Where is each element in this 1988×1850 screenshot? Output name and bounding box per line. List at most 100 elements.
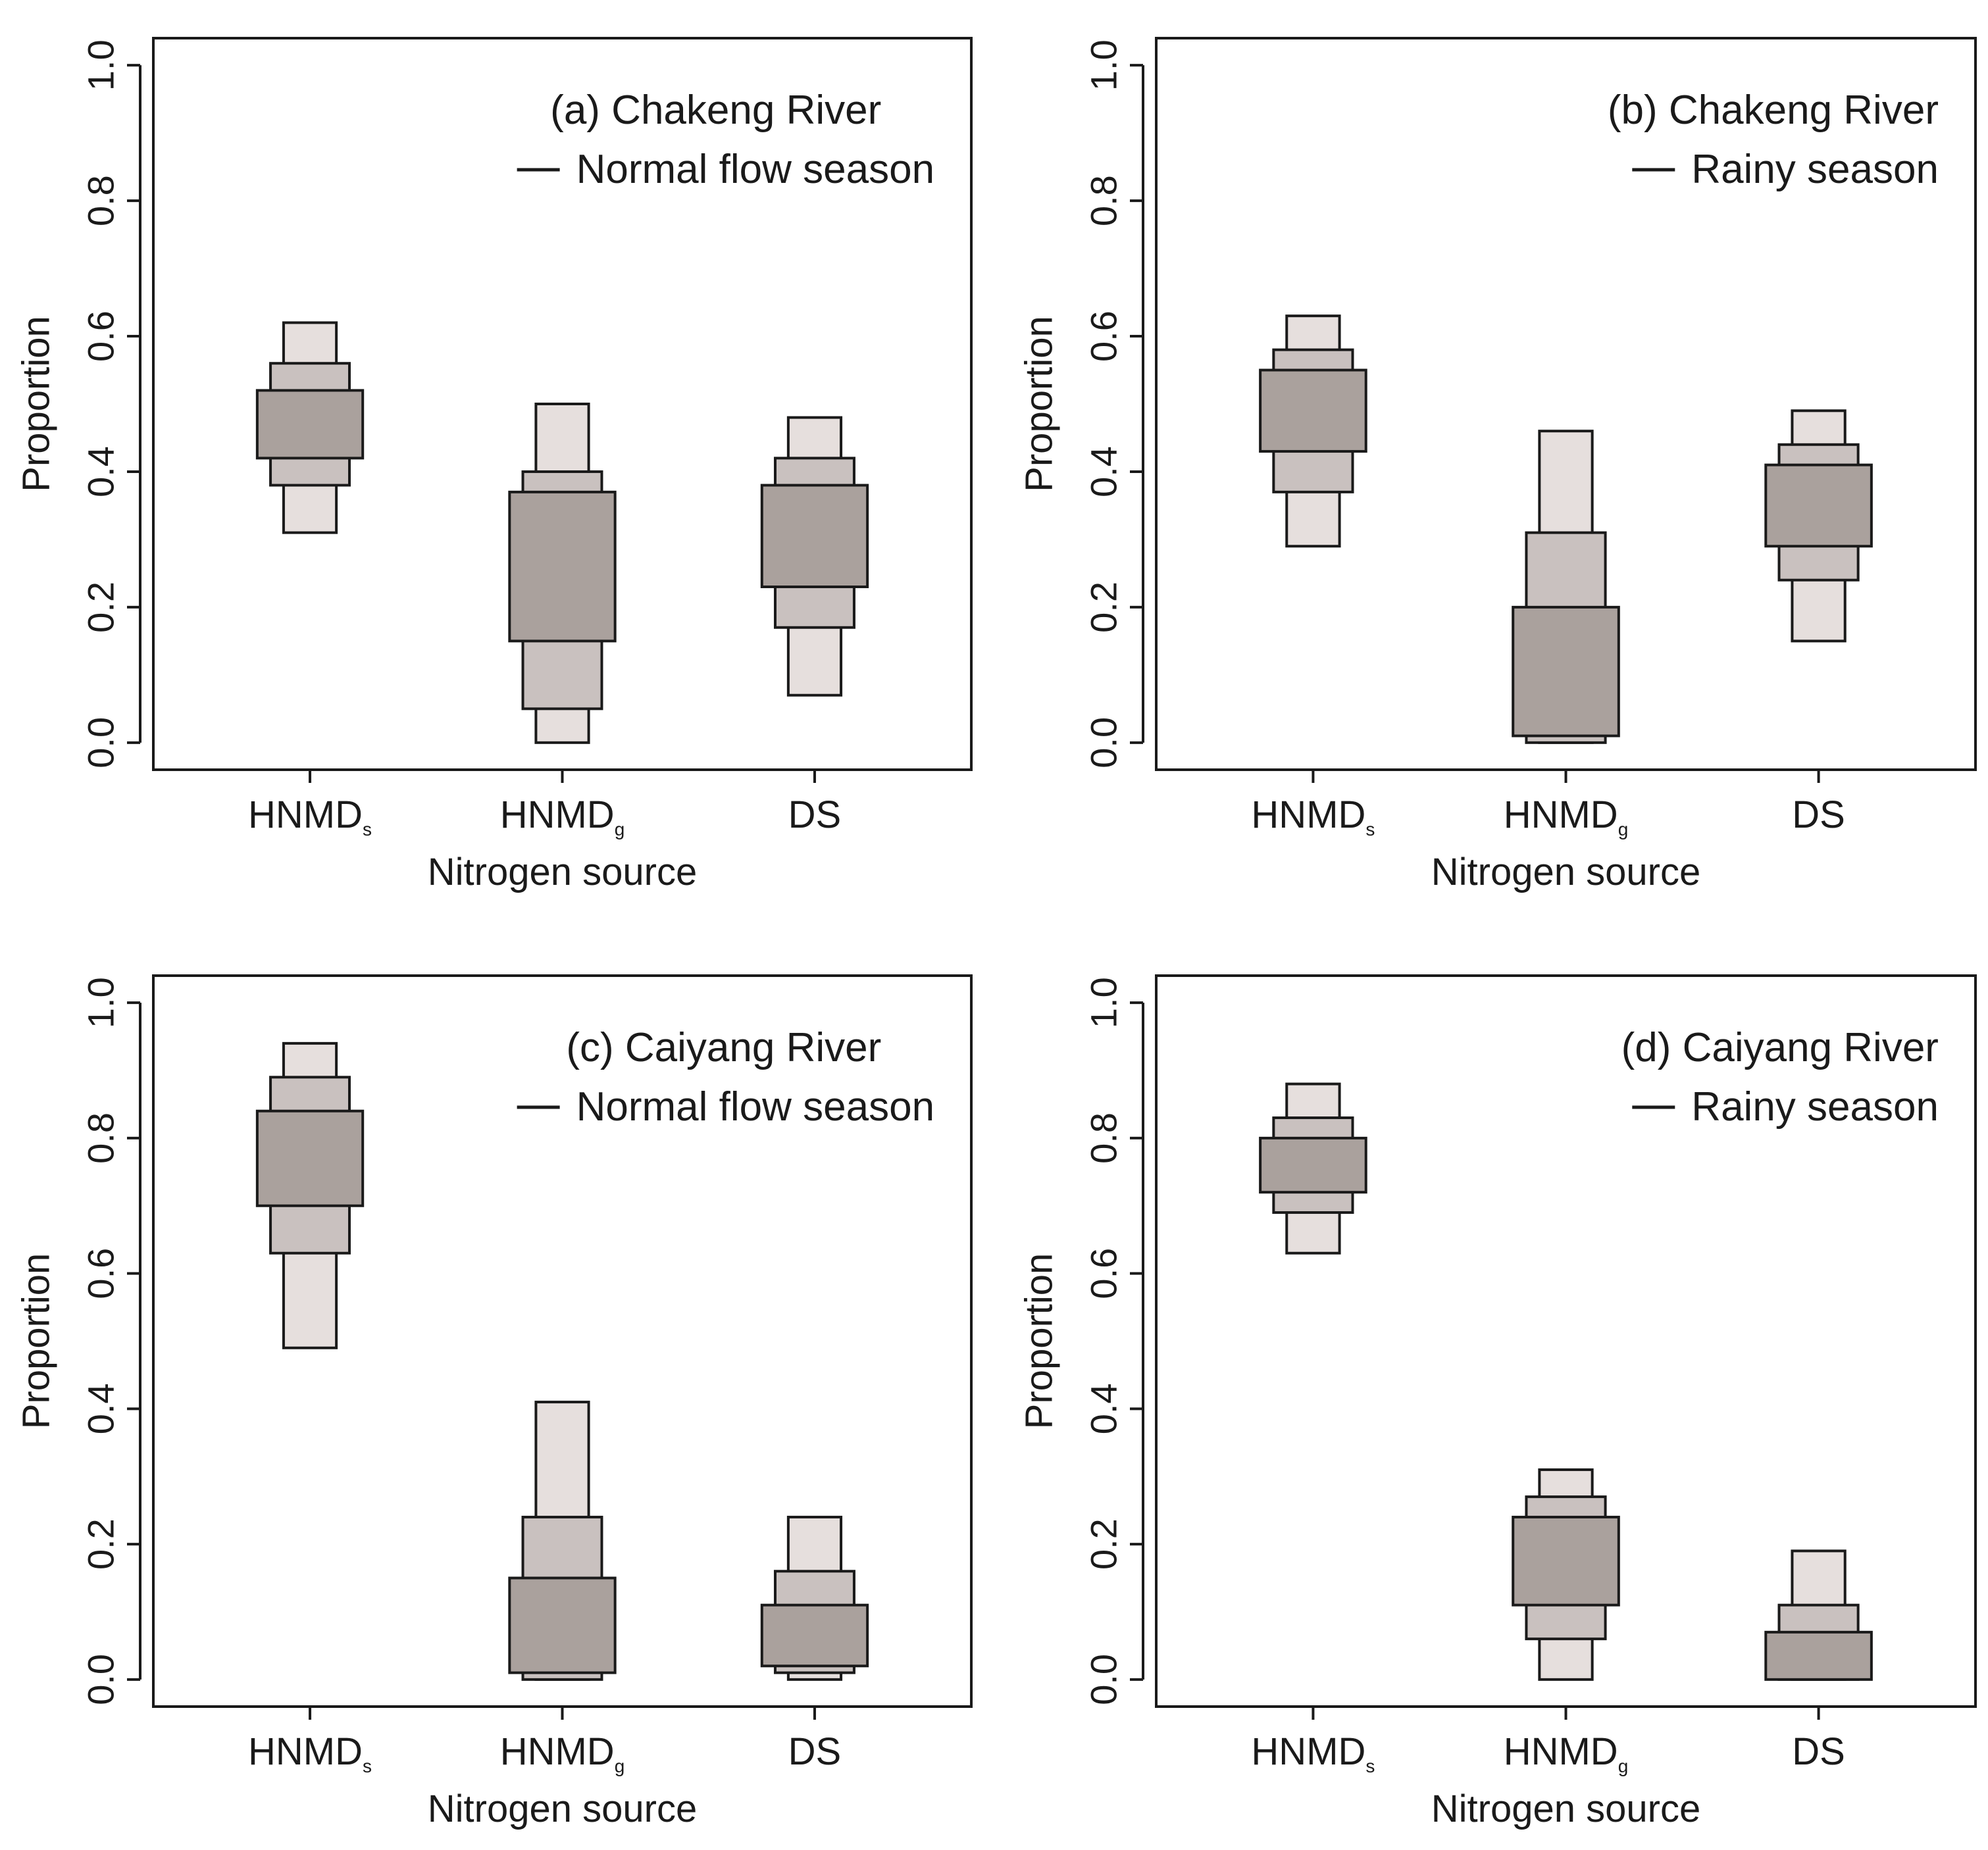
y-tick-label: 1.0	[80, 39, 122, 91]
x-tick-label-main: HNMD	[1504, 793, 1618, 836]
x-tick-label-main: HNMD	[1504, 1730, 1618, 1773]
x-axis-label: Nitrogen source	[1431, 851, 1700, 893]
source-box-group-0	[255, 1041, 365, 1349]
y-tick-label: 0.0	[1083, 1654, 1125, 1705]
x-tick-label-sub: s	[363, 1756, 372, 1776]
x-tick-label-sub: s	[1365, 819, 1375, 839]
inner-interval-box	[1512, 1515, 1620, 1607]
source-box-group-1	[508, 1401, 617, 1681]
inner-interval-box	[1764, 463, 1873, 548]
y-tick-label: 1.0	[80, 977, 122, 1028]
x-tick-label-main: HNMD	[248, 1730, 363, 1773]
source-box-group-0	[1259, 314, 1367, 548]
x-tick-label-sub: g	[1618, 1756, 1629, 1776]
y-tick-label: 0.2	[80, 582, 122, 633]
x-tick-label: HNMDg	[500, 793, 625, 839]
x-tick-label: HNMDs	[1251, 793, 1375, 839]
x-tick-label-sub: g	[1618, 819, 1629, 839]
x-tick-label-sub: g	[615, 819, 625, 839]
x-tick-label: HNMDs	[1251, 1730, 1375, 1776]
y-tick-label: 0.4	[80, 1383, 122, 1434]
x-tick-label-main: DS	[1792, 1730, 1845, 1773]
x-tick-label-main: HNMD	[248, 793, 363, 836]
inner-interval-box	[1764, 1630, 1873, 1681]
y-axis-label: Proportion	[15, 1253, 58, 1430]
inner-interval-box	[760, 1603, 869, 1668]
x-tick-label: DS	[788, 1730, 842, 1773]
source-box-group-1	[508, 403, 617, 744]
y-axis-label: Proportion	[15, 316, 58, 492]
inner-interval-box	[508, 490, 617, 643]
panel-title-line1: (a) Chakeng River	[550, 88, 881, 133]
x-tick-label-main: DS	[788, 793, 842, 836]
y-tick-label: 0.6	[80, 1248, 122, 1299]
x-tick-label-main: DS	[1792, 793, 1845, 836]
x-tick-label-sub: s	[363, 819, 372, 839]
inner-interval-box	[508, 1576, 617, 1674]
y-tick-label: 0.0	[1083, 717, 1125, 768]
source-box-group-2	[760, 416, 869, 697]
panel-title-line1: (b) Chakeng River	[1608, 88, 1939, 133]
y-tick-label: 0.2	[1083, 1518, 1125, 1570]
x-tick-label: DS	[1792, 1730, 1845, 1773]
y-tick-label: 0.0	[80, 1654, 122, 1705]
inner-interval-box	[1512, 605, 1620, 738]
y-tick-label: 0.0	[80, 717, 122, 768]
x-tick-label: DS	[788, 793, 842, 836]
x-axis-label: Nitrogen source	[428, 1788, 697, 1830]
y-axis-label: Proportion	[1018, 1253, 1061, 1430]
y-tick-label: 1.0	[1083, 977, 1125, 1028]
x-axis-label: Nitrogen source	[1431, 1788, 1700, 1830]
y-tick-label: 0.8	[80, 1112, 122, 1164]
source-box-group-1	[1512, 1468, 1620, 1681]
panel-title-line2: Normal flow season	[576, 147, 934, 192]
x-tick-label: DS	[1792, 793, 1845, 836]
y-tick-label: 0.8	[80, 175, 122, 226]
inner-interval-box	[255, 389, 365, 460]
panel-title-line1: (d) Caiyang River	[1621, 1025, 1939, 1070]
y-tick-label: 0.4	[1083, 446, 1125, 497]
x-tick-label-main: HNMD	[500, 793, 615, 836]
panel-title-line1: (c) Caiyang River	[566, 1025, 881, 1070]
y-tick-label: 0.6	[1083, 311, 1125, 362]
x-tick-label: HNMDg	[1504, 1730, 1629, 1776]
x-tick-label-sub: g	[615, 1756, 625, 1776]
source-box-group-2	[1764, 1549, 1873, 1681]
source-box-group-1	[1512, 430, 1620, 744]
panel-title-line2: Normal flow season	[576, 1084, 934, 1130]
y-tick-label: 0.8	[1083, 1112, 1125, 1164]
x-tick-label-sub: s	[1365, 1756, 1375, 1776]
inner-interval-box	[255, 1109, 365, 1207]
source-box-group-2	[1764, 409, 1873, 643]
y-tick-label: 0.8	[1083, 175, 1125, 226]
y-tick-label: 1.0	[1083, 39, 1125, 91]
inner-interval-box	[1259, 368, 1367, 453]
panel-title-line2: Rainy season	[1691, 1084, 1939, 1130]
inner-interval-box	[1259, 1136, 1367, 1194]
source-box-group-0	[255, 321, 365, 534]
y-tick-label: 0.6	[80, 311, 122, 362]
x-tick-label-main: HNMD	[1251, 793, 1365, 836]
x-tick-label: HNMDs	[248, 1730, 372, 1776]
y-tick-label: 0.6	[1083, 1248, 1125, 1299]
source-box-group-2	[760, 1515, 869, 1681]
x-tick-label: HNMDg	[500, 1730, 625, 1776]
y-tick-label: 0.4	[1083, 1383, 1125, 1434]
source-box-group-0	[1259, 1082, 1367, 1255]
y-tick-label: 0.2	[1083, 582, 1125, 633]
x-tick-label-main: HNMD	[1251, 1730, 1365, 1773]
y-axis-label: Proportion	[1018, 316, 1061, 492]
x-axis-label: Nitrogen source	[428, 851, 697, 893]
panel-title-line2: Rainy season	[1691, 147, 1939, 192]
y-tick-label: 0.2	[80, 1518, 122, 1570]
y-tick-label: 0.4	[80, 446, 122, 497]
x-tick-label: HNMDg	[1504, 793, 1629, 839]
x-tick-label: HNMDs	[248, 793, 372, 839]
inner-interval-box	[760, 484, 869, 588]
x-tick-label-main: HNMD	[500, 1730, 615, 1773]
